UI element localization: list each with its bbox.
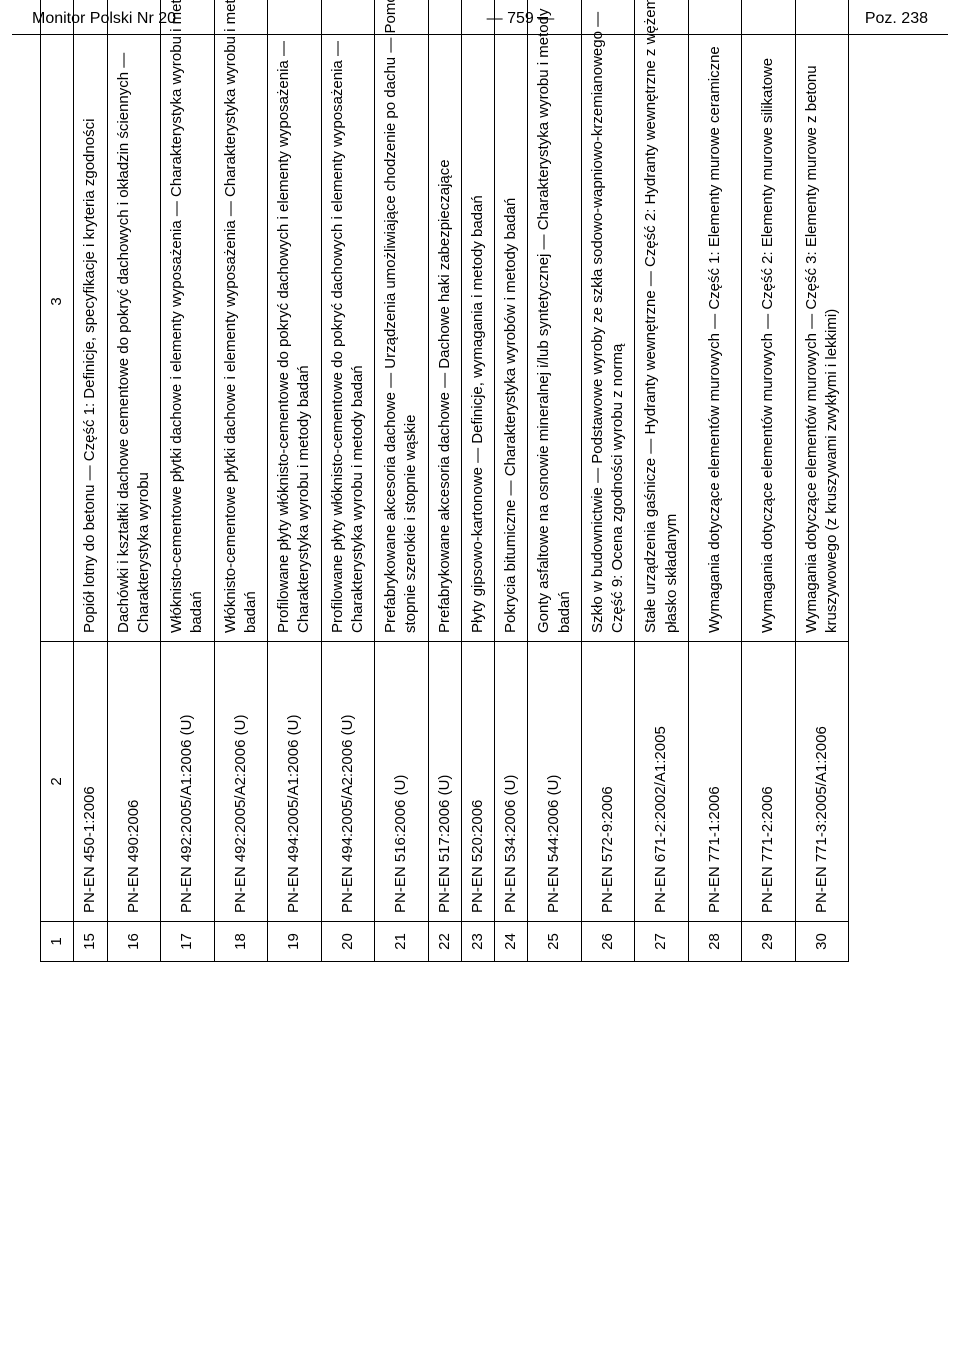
row-title: Wymagania dotyczące elementów murowych —…	[742, 0, 796, 642]
row-number: 21	[375, 922, 429, 962]
row-title: Wymagania dotyczące elementów murowych —…	[688, 0, 742, 642]
row-number: 24	[495, 922, 528, 962]
row-code: PN-EN 517:2006 (U)	[428, 642, 461, 922]
table-row: 17PN-EN 492:2005/A1:2006 (U)Włóknisto-ce…	[161, 0, 215, 962]
col-header-1: 1	[41, 922, 74, 962]
row-title: Gonty asfaltowe na osnowie mineralnej i/…	[528, 0, 582, 642]
row-number: 15	[74, 922, 107, 962]
row-code: PN-EN 492:2005/A1:2006 (U)	[161, 642, 215, 922]
row-title: Dachówki i kształtki dachowe cementowe d…	[107, 0, 161, 642]
table-container: 1 2 3 4 15PN-EN 450-1:2006Popiół lotny d…	[40, 0, 849, 962]
row-title: Stałe urządzenia gaśnicze — Hydranty wew…	[635, 0, 689, 642]
row-code: PN-EN 494:2005/A1:2006 (U)	[268, 642, 322, 922]
row-code: PN-EN 671-2:2002/A1:2005	[635, 642, 689, 922]
row-title: Profilowane płyty włóknisto-cementowe do…	[321, 0, 375, 642]
header-right: Poz. 238	[865, 10, 928, 28]
table-row: 16PN-EN 490:2006Dachówki i kształtki dac…	[107, 0, 161, 962]
row-code: PN-EN 516:2006 (U)	[375, 642, 429, 922]
row-code: PN-EN 771-2:2006	[742, 642, 796, 922]
table-row: 15PN-EN 450-1:2006Popiół lotny do betonu…	[74, 0, 107, 962]
table-row: 24PN-EN 534:2006 (U)Pokrycia bitumiczne …	[495, 0, 528, 962]
row-number: 29	[742, 922, 796, 962]
row-code: PN-EN 520:2006	[461, 642, 494, 922]
col-header-2: 2	[41, 642, 74, 922]
row-number: 20	[321, 922, 375, 962]
table-row: 27PN-EN 671-2:2002/A1:2005Stałe urządzen…	[635, 0, 689, 962]
row-code: PN-EN 494:2005/A2:2006 (U)	[321, 642, 375, 922]
row-number: 26	[581, 922, 635, 962]
standards-table: 1 2 3 4 15PN-EN 450-1:2006Popiół lotny d…	[40, 0, 849, 962]
row-code: PN-EN 490:2006	[107, 642, 161, 922]
row-title: Prefabrykowane akcesoria dachowe — Dacho…	[428, 0, 461, 642]
row-number: 27	[635, 922, 689, 962]
row-number: 17	[161, 922, 215, 962]
row-code: PN-EN 534:2006 (U)	[495, 642, 528, 922]
row-code: PN-EN 544:2006 (U)	[528, 642, 582, 922]
row-title: Płyty gipsowo-kartonowe — Definicje, wym…	[461, 0, 494, 642]
row-number: 19	[268, 922, 322, 962]
row-number: 25	[528, 922, 582, 962]
table-row: 19PN-EN 494:2005/A1:2006 (U)Profilowane …	[268, 0, 322, 962]
table-row: 30PN-EN 771-3:2005/A1:2006Wymagania doty…	[795, 0, 849, 962]
row-title: Profilowane płyty włóknisto-cementowe do…	[268, 0, 322, 642]
row-code: PN-EN 492:2005/A2:2006 (U)	[214, 642, 268, 922]
table-row: 20PN-EN 494:2005/A2:2006 (U)Profilowane …	[321, 0, 375, 962]
table-row: 26PN-EN 572-9:2006Szkło w budownictwie —…	[581, 0, 635, 962]
table-row: 29PN-EN 771-2:2006Wymagania dotyczące el…	[742, 0, 796, 962]
row-number: 28	[688, 922, 742, 962]
table-row: 18PN-EN 492:2005/A2:2006 (U)Włóknisto-ce…	[214, 0, 268, 962]
table-row: 21PN-EN 516:2006 (U)Prefabrykowane akces…	[375, 0, 429, 962]
row-code: PN-EN 450-1:2006	[74, 642, 107, 922]
table-row: 23PN-EN 520:2006Płyty gipsowo-kartonowe …	[461, 0, 494, 962]
col-header-3: 3	[41, 0, 74, 642]
row-title: Szkło w budownictwie — Podstawowe wyroby…	[581, 0, 635, 642]
row-title: Popiół lotny do betonu — Część 1: Defini…	[74, 0, 107, 642]
table-row: 22PN-EN 517:2006 (U)Prefabrykowane akces…	[428, 0, 461, 962]
row-title: Wymagania dotyczące elementów murowych —…	[795, 0, 849, 642]
table-header-row: 1 2 3 4	[41, 0, 74, 962]
row-code: PN-EN 771-1:2006	[688, 642, 742, 922]
row-number: 22	[428, 922, 461, 962]
row-title: Pokrycia bitumiczne — Charakterystyka wy…	[495, 0, 528, 642]
row-number: 23	[461, 922, 494, 962]
table-row: 25PN-EN 544:2006 (U)Gonty asfaltowe na o…	[528, 0, 582, 962]
row-number: 16	[107, 922, 161, 962]
row-title: Prefabrykowane akcesoria dachowe — Urząd…	[375, 0, 429, 642]
row-number: 18	[214, 922, 268, 962]
row-number: 30	[795, 922, 849, 962]
row-title: Włóknisto-cementowe płytki dachowe i ele…	[214, 0, 268, 642]
table-row: 28PN-EN 771-1:2006Wymagania dotyczące el…	[688, 0, 742, 962]
row-title: Włóknisto-cementowe płytki dachowe i ele…	[161, 0, 215, 642]
row-code: PN-EN 572-9:2006	[581, 642, 635, 922]
row-code: PN-EN 771-3:2005/A1:2006	[795, 642, 849, 922]
